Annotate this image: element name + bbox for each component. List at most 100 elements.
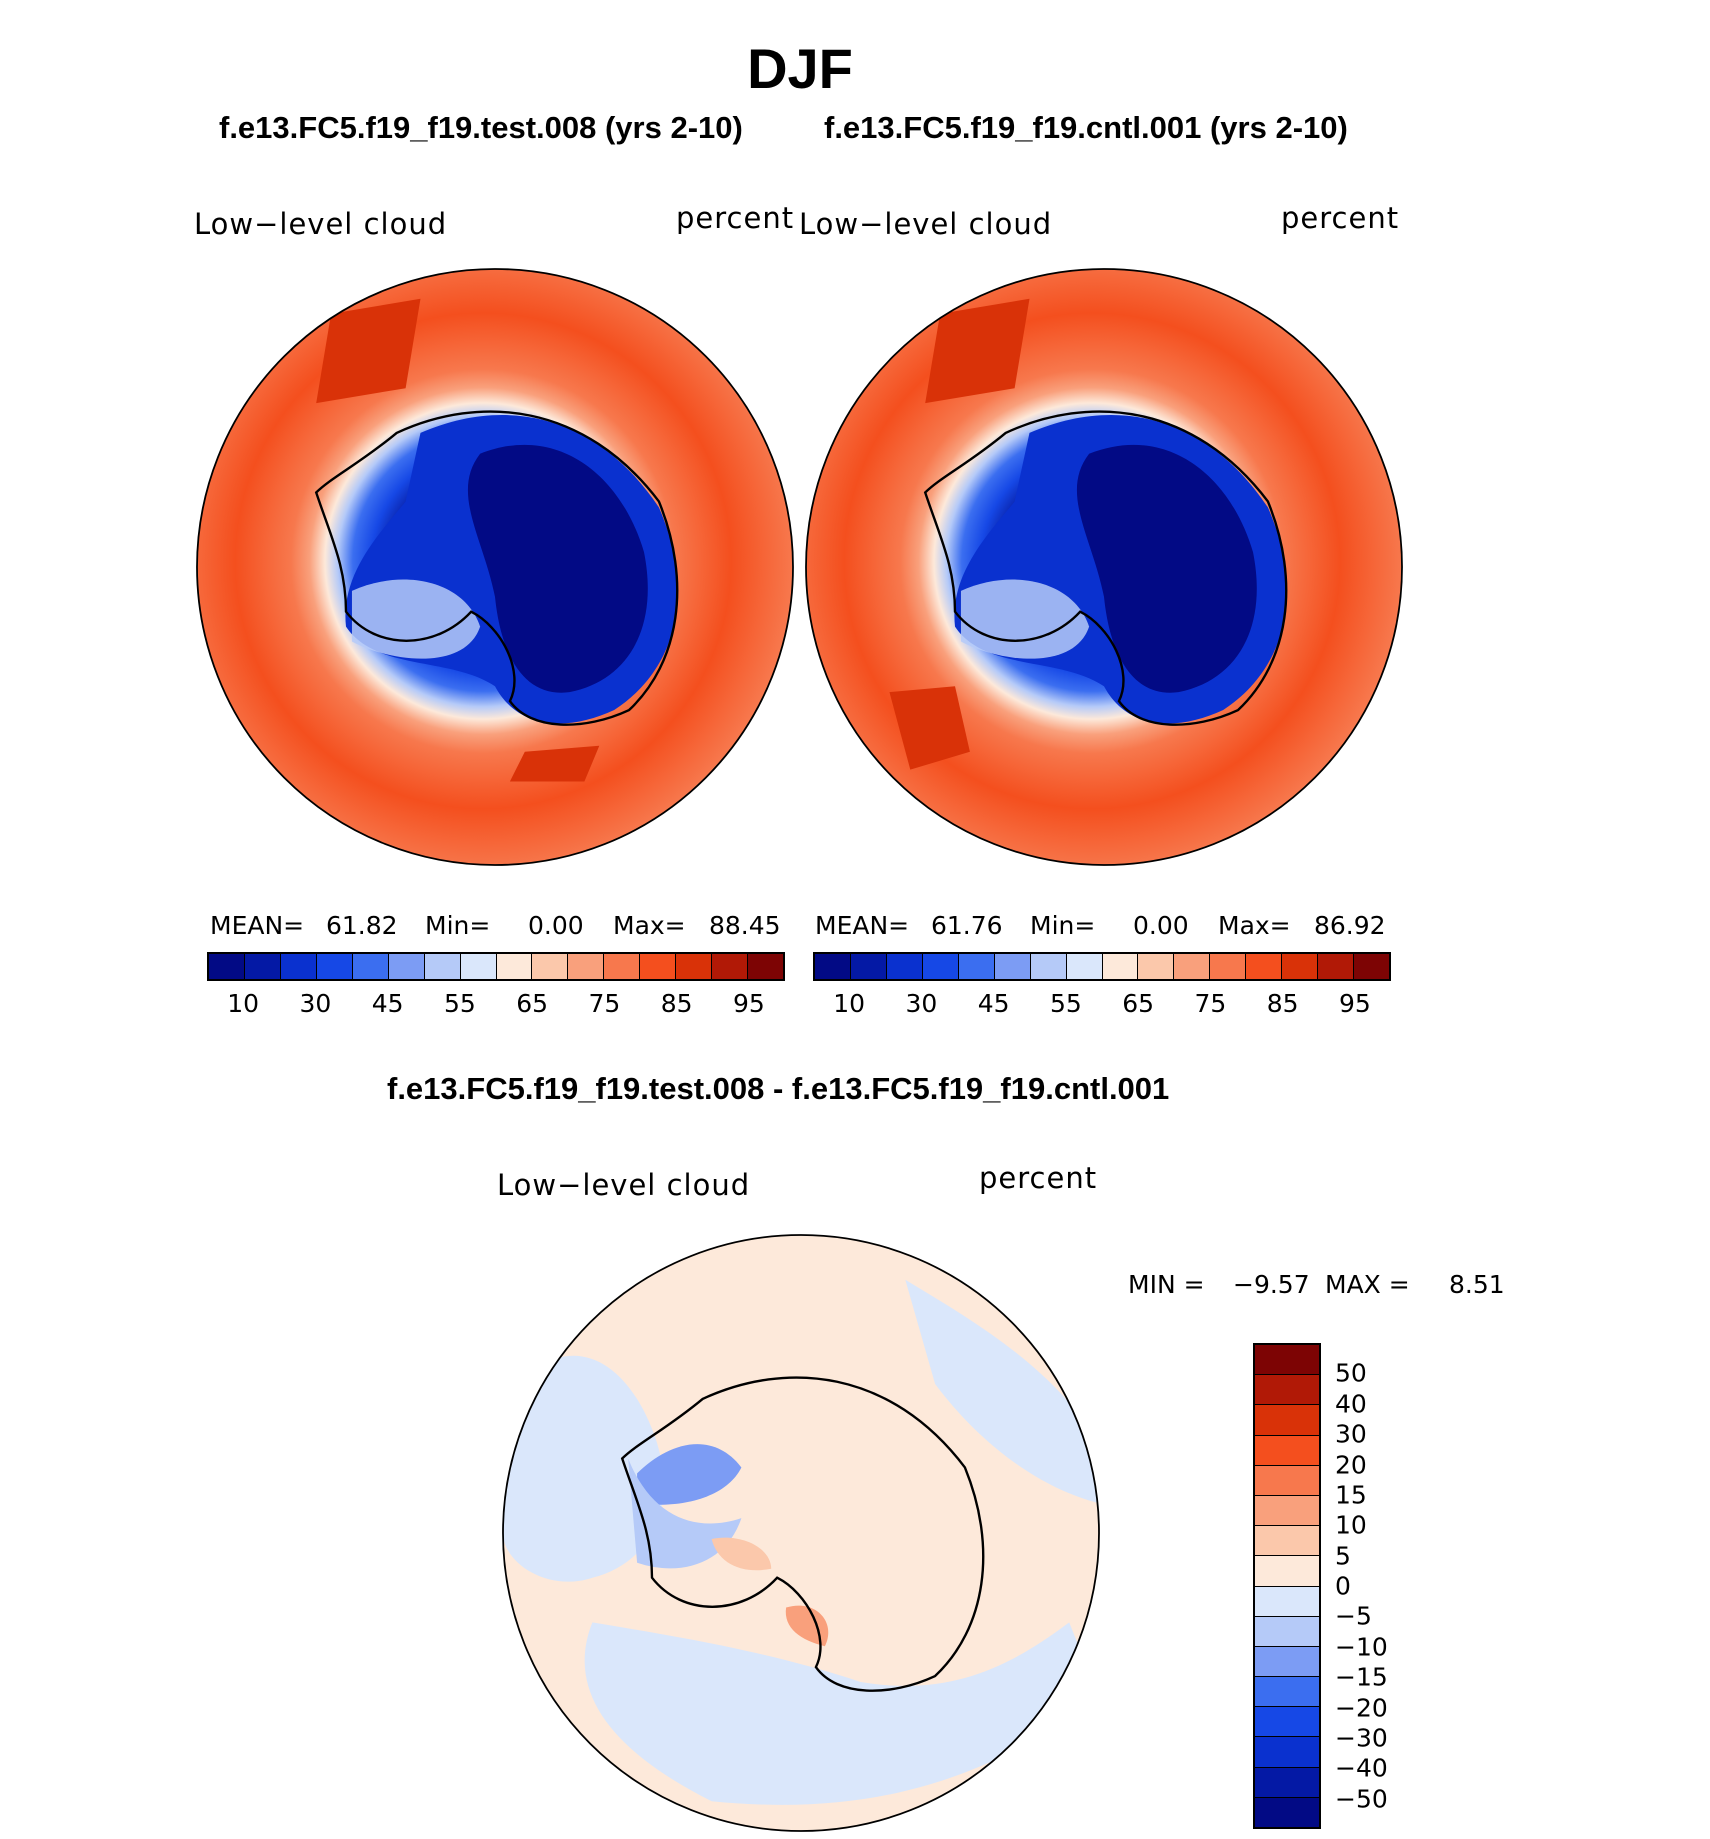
diff-colorbar-tick-label: 40 [1335,1389,1367,1419]
diff-colorbar-box [1255,1556,1319,1587]
diff-units-label: percent [979,1161,1098,1195]
test-min-label: Min= [425,911,491,940]
test-map-coastline [314,410,679,726]
test-colorbar-tick-label: 30 [299,989,332,1018]
control-colorbar-box [1246,954,1283,979]
control-colorbar-tick-label: 85 [1266,989,1299,1018]
diff-colorbar-tick-label: −15 [1335,1662,1388,1692]
diff-colorbar-tick-label: 0 [1335,1571,1351,1601]
test-map-ross-region [351,579,481,659]
diff-colorbar-tick-label: 20 [1335,1450,1367,1479]
diff-colorbar-box [1255,1375,1319,1406]
main-title: DJF [747,37,853,100]
test-map-high-cloud-region [316,298,421,404]
control-units-label: percent [1281,201,1400,235]
diff-colorbar-box [1255,1646,1319,1678]
control-variable-label: Low−level cloud [799,207,1053,241]
diff-min-label: MIN = [1128,1270,1205,1299]
test-colorbar-box [532,954,569,979]
control-map-high-cloud-region [889,686,970,770]
test-colorbar-box [568,954,605,979]
test-colorbar-tick-label: 10 [227,989,260,1018]
control-colorbar-box [1102,954,1139,979]
test-max-label: Max= [613,911,686,940]
test-mean-label: MEAN= [210,911,305,940]
control-max-value: 86.92 [1314,911,1386,940]
control-panel-title: f.e13.FC5.f19_f19.cntl.001 (yrs 2-10) [824,110,1348,145]
diff-colorbar-box [1255,1767,1319,1798]
control-map-coastline [923,410,1288,726]
test-variable-label: Low−level cloud [194,207,448,241]
diff-map [502,1234,1100,1832]
control-colorbar-box [1030,954,1067,979]
diff-map-coastline [620,1376,985,1692]
test-colorbar-box [209,954,245,979]
control-colorbar-tick-label: 10 [833,989,866,1018]
control-colorbar-box [886,954,923,979]
diff-colorbar-box [1255,1616,1319,1647]
test-colorbar-box [712,954,749,979]
diff-colorbar-box [1255,1586,1319,1617]
diff-colorbar-box [1255,1405,1319,1436]
control-colorbar-box [994,954,1031,979]
control-colorbar-tick-label: 55 [1049,989,1082,1018]
control-map-high-cloud-region [925,298,1030,404]
test-colorbar-box [748,954,783,979]
diff-colorbar-tick-label: −50 [1335,1784,1388,1814]
test-colorbar-box [460,954,497,979]
control-colorbar-tick-label: 95 [1338,989,1371,1018]
diff-map-negative-region [905,1279,1099,1504]
test-colorbar-tick-label: 55 [443,989,476,1018]
test-colorbar-box [424,954,461,979]
control-colorbar-tick-label: 65 [1122,989,1155,1018]
test-units-label: percent [676,201,795,235]
test-colorbar-box [388,954,425,979]
test-colorbar-tick-label: 85 [660,989,693,1018]
test-colorbar-box [676,954,713,979]
diff-colorbar-tick-label: −10 [1335,1632,1388,1662]
diff-map-negative-region [503,1355,664,1582]
control-max-label: Max= [1218,911,1291,940]
control-colorbar-box [922,954,959,979]
test-colorbar-tick-label: 75 [588,989,621,1018]
control-colorbar-box [1066,954,1103,979]
test-colorbar [207,952,785,981]
diff-max-value: 8.51 [1449,1270,1505,1299]
control-colorbar [813,952,1391,981]
diff-max-label: MAX = [1325,1270,1410,1299]
diff-colorbar-box [1255,1797,1319,1827]
control-colorbar-box [1210,954,1247,979]
diff-colorbar-box [1255,1707,1319,1738]
test-colorbar-tick-label: 45 [371,989,404,1018]
test-colorbar-box [604,954,641,979]
control-min-label: Min= [1030,911,1096,940]
test-panel-title: f.e13.FC5.f19_f19.test.008 (yrs 2-10) [219,110,743,145]
test-colorbar-box [244,954,281,979]
diff-colorbar-box [1255,1677,1319,1708]
test-colorbar-box [316,954,353,979]
control-colorbar-box [958,954,995,979]
test-min-value: 0.00 [528,911,584,940]
control-colorbar-tick-label: 30 [905,989,938,1018]
diff-colorbar-tick-label: 30 [1335,1419,1367,1449]
control-colorbar-box [1354,954,1389,979]
diff-colorbar-tick-label: −5 [1335,1601,1372,1631]
test-map-plateau [467,444,648,693]
control-map-ross-region [960,579,1090,659]
diff-colorbar-box [1255,1737,1319,1768]
test-colorbar-box [352,954,389,979]
control-colorbar-tick-label: 45 [977,989,1010,1018]
control-colorbar-tick-label: 75 [1194,989,1227,1018]
test-map-high-cloud-region [509,745,600,782]
control-colorbar-box [850,954,887,979]
diff-map-positive-region [785,1605,829,1647]
diff-map-negative-region [584,1622,1099,1805]
control-min-value: 0.00 [1133,911,1189,940]
test-mean-value: 61.82 [326,911,398,940]
test-colorbar-box [496,954,533,979]
control-map [805,268,1403,866]
diff-panel-title: f.e13.FC5.f19_f19.test.008 - f.e13.FC5.f… [387,1071,1170,1106]
diff-colorbar-box [1255,1526,1319,1557]
control-colorbar-box [1282,954,1319,979]
test-max-value: 88.45 [709,911,781,940]
